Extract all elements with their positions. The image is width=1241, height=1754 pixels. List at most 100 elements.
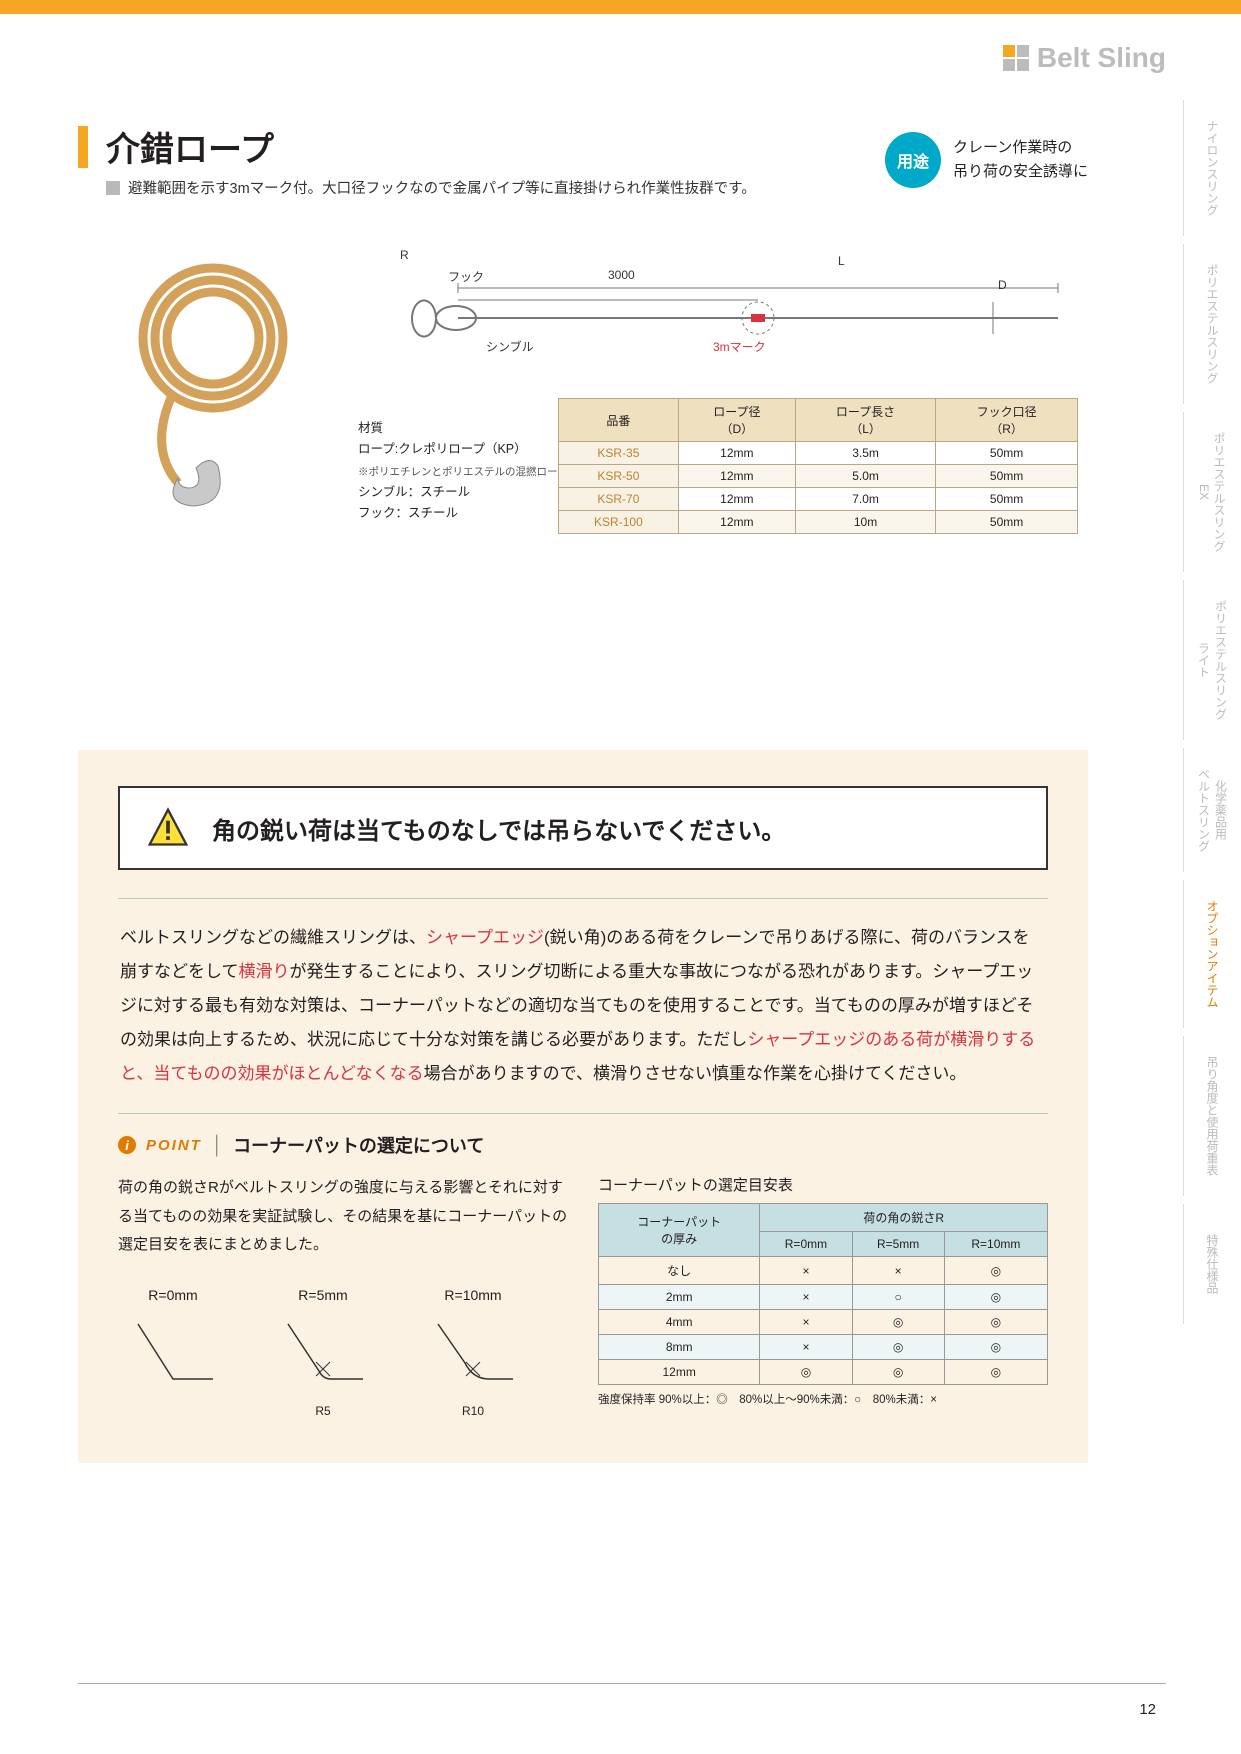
side-tab[interactable]: ナイロンスリング bbox=[1183, 100, 1241, 236]
spec-header: 品番 bbox=[559, 399, 679, 442]
label-R: R bbox=[400, 248, 409, 262]
warning-text-span: 場合がありますので、横滑りさせない慎重な作業を心掛けてください。 bbox=[424, 1064, 967, 1083]
side-tab[interactable]: ポリエステルスリング ライト bbox=[1183, 580, 1241, 740]
spec-cell: 7.0m bbox=[795, 488, 935, 511]
material-line1: ロープ:クレポリロープ（KP） bbox=[358, 439, 567, 460]
spec-header: ロープ長さ （L） bbox=[795, 399, 935, 442]
rope-product-image bbox=[78, 248, 338, 508]
spec-cell: KSR-35 bbox=[559, 442, 679, 465]
spec-cell: 12mm bbox=[678, 488, 795, 511]
point-icon: i bbox=[118, 1136, 136, 1154]
warning-title: 角の鋭い荷は当てものなしでは吊らないでください。 bbox=[212, 811, 785, 846]
subtitle-square-icon bbox=[106, 181, 120, 195]
sel-col-header: R=10mm bbox=[944, 1232, 1047, 1257]
point-description: 荷の角の鋭さRがベルトスリングの強度に与える影響とそれに対する当てものの効果を実… bbox=[118, 1174, 568, 1260]
material-line2: シンブル：スチール bbox=[358, 482, 567, 503]
spec-header: フック口径 （R） bbox=[936, 399, 1078, 442]
sel-cell: ○ bbox=[852, 1285, 944, 1310]
spec-cell: 50mm bbox=[936, 442, 1078, 465]
page-title: 介錯ロープ bbox=[106, 122, 756, 171]
sel-col-header: R=5mm bbox=[852, 1232, 944, 1257]
spec-cell: 50mm bbox=[936, 511, 1078, 534]
sel-cell: 4mm bbox=[599, 1310, 760, 1335]
sel-cell: × bbox=[760, 1335, 852, 1360]
r-diagram-sublabel: R10 bbox=[462, 1400, 484, 1423]
page-number: 12 bbox=[1139, 1701, 1156, 1718]
warning-panel: 角の鋭い荷は当てものなしでは吊らないでください。 ベルトスリングなどの繊維スリン… bbox=[78, 750, 1088, 1463]
label-thimble: シンブル bbox=[486, 338, 534, 355]
label-L: L bbox=[838, 254, 845, 268]
top-accent-bar bbox=[0, 0, 1241, 14]
sel-row-header: コーナーパット の厚み bbox=[599, 1204, 760, 1257]
use-badge: 用途 クレーン作業時の 吊り荷の安全誘導に bbox=[885, 132, 1088, 188]
material-line3: フック：スチール bbox=[358, 503, 567, 524]
sel-col-group: 荷の角の鋭さR bbox=[760, 1204, 1048, 1232]
sel-cell: ◎ bbox=[944, 1285, 1047, 1310]
warning-text-span: ベルトスリングなどの繊維スリングは、 bbox=[120, 928, 426, 947]
material-block: 材質 ロープ:クレポリロープ（KP） ※ポリエチレンとポリエステルの混撚ロープ … bbox=[358, 418, 567, 524]
r-diagram-label: R=5mm bbox=[298, 1282, 347, 1309]
sel-cell: ◎ bbox=[944, 1310, 1047, 1335]
sel-cell: ◎ bbox=[944, 1335, 1047, 1360]
sel-cell: × bbox=[760, 1310, 852, 1335]
side-tab[interactable]: ポリエステルスリング EX bbox=[1183, 412, 1241, 572]
selection-table-caption: コーナーパットの選定目安表 bbox=[598, 1174, 1048, 1195]
sel-cell: × bbox=[760, 1285, 852, 1310]
sel-cell: なし bbox=[599, 1257, 760, 1285]
sel-cell: ◎ bbox=[852, 1360, 944, 1385]
spec-cell: KSR-70 bbox=[559, 488, 679, 511]
sel-cell: × bbox=[760, 1257, 852, 1285]
point-label: POINT bbox=[146, 1137, 202, 1154]
title-accent-bar bbox=[78, 126, 88, 168]
spec-header: ロープ径 （D） bbox=[678, 399, 795, 442]
material-note: ※ポリエチレンとポリエステルの混撚ロープ bbox=[358, 466, 567, 478]
sel-cell: 12mm bbox=[599, 1360, 760, 1385]
spec-cell: 3.5m bbox=[795, 442, 935, 465]
side-tabs: ナイロンスリングポリエステルスリングポリエステルスリング EX ポリエステルスリン… bbox=[1183, 100, 1241, 1324]
r-diagram: R=5mm R5 bbox=[268, 1282, 378, 1423]
divider bbox=[118, 1113, 1048, 1114]
material-heading: 材質 bbox=[358, 418, 567, 439]
label-3m-mark: 3mマーク bbox=[713, 338, 766, 355]
warning-box: 角の鋭い荷は当てものなしでは吊らないでください。 bbox=[118, 786, 1048, 870]
brand-text: Belt Sling bbox=[1037, 42, 1166, 74]
diagram-area: R フック 3000 L D シンブル 3mマーク 材質 ロープ:クレポリロープ… bbox=[78, 248, 1088, 538]
sel-cell: ◎ bbox=[944, 1360, 1047, 1385]
r-diagram-sublabel: R5 bbox=[315, 1400, 330, 1423]
side-tab[interactable]: ポリエステルスリング bbox=[1183, 244, 1241, 404]
side-tab[interactable]: オプションアイテム bbox=[1183, 880, 1241, 1028]
side-tab[interactable]: 化学薬品用 ベルトスリング bbox=[1183, 748, 1241, 872]
selection-table: コーナーパット の厚み 荷の角の鋭さR R=0mmR=5mmR=10mm なし×… bbox=[598, 1203, 1048, 1385]
warning-text-span: シャープエッジ bbox=[426, 928, 544, 947]
r-diagram: R=10mm R10 bbox=[418, 1282, 528, 1423]
use-text: クレーン作業時の 吊り荷の安全誘導に bbox=[953, 136, 1088, 184]
sel-cell: ◎ bbox=[760, 1360, 852, 1385]
side-tab[interactable]: 特殊仕様品 bbox=[1183, 1204, 1241, 1324]
sel-cell: 8mm bbox=[599, 1335, 760, 1360]
sel-cell: ◎ bbox=[852, 1335, 944, 1360]
brand-logo: Belt Sling bbox=[1003, 42, 1166, 74]
sel-cell: ◎ bbox=[852, 1310, 944, 1335]
spec-cell: 50mm bbox=[936, 488, 1078, 511]
point-left-column: 荷の角の鋭さRがベルトスリングの強度に与える影響とそれに対する当てものの効果を実… bbox=[118, 1174, 568, 1423]
label-3000: 3000 bbox=[608, 268, 635, 282]
sel-col-header: R=0mm bbox=[760, 1232, 852, 1257]
sel-cell: 2mm bbox=[599, 1285, 760, 1310]
r-diagram-label: R=10mm bbox=[444, 1282, 501, 1309]
spec-cell: 12mm bbox=[678, 442, 795, 465]
r-diagrams: R=0mm R=5mm R5 R=10mm R10 bbox=[118, 1282, 568, 1423]
point-heading-row: i POINT │ コーナーパットの選定について bbox=[118, 1132, 1048, 1158]
sel-cell: × bbox=[852, 1257, 944, 1285]
spec-cell: 5.0m bbox=[795, 465, 935, 488]
label-D: D bbox=[998, 278, 1007, 292]
side-tab[interactable]: 吊り角度と使用荷重表 bbox=[1183, 1036, 1241, 1196]
warning-triangle-icon bbox=[146, 806, 190, 850]
divider bbox=[118, 898, 1048, 899]
r-diagram: R=0mm bbox=[118, 1282, 228, 1423]
use-circle: 用途 bbox=[885, 132, 941, 188]
r-diagram-label: R=0mm bbox=[148, 1282, 197, 1309]
warning-text-span: 横滑り bbox=[239, 962, 290, 981]
spec-cell: KSR-50 bbox=[559, 465, 679, 488]
point-heading: コーナーパットの選定について bbox=[233, 1132, 484, 1158]
label-hook: フック bbox=[448, 268, 484, 285]
